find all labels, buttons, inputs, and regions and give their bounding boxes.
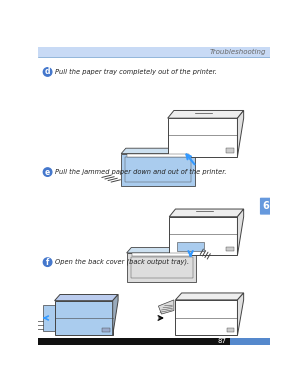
- Bar: [38, 338, 270, 345]
- Bar: [121, 154, 195, 186]
- Bar: [125, 158, 191, 182]
- Bar: [127, 253, 196, 282]
- Text: e: e: [45, 168, 50, 177]
- Bar: [230, 338, 270, 345]
- Text: Troubleshooting: Troubleshooting: [210, 49, 266, 55]
- Circle shape: [43, 168, 52, 176]
- Text: 87: 87: [218, 338, 226, 345]
- Text: f: f: [46, 258, 49, 267]
- Bar: [177, 242, 204, 251]
- Bar: [169, 217, 238, 255]
- Bar: [132, 253, 191, 256]
- Polygon shape: [168, 111, 244, 118]
- Bar: [168, 118, 238, 157]
- Polygon shape: [238, 293, 244, 335]
- Polygon shape: [238, 209, 244, 255]
- Text: Open the back cover (back output tray).: Open the back cover (back output tray).: [55, 259, 189, 265]
- Bar: [226, 247, 234, 251]
- Bar: [226, 148, 234, 153]
- Bar: [55, 301, 113, 335]
- Polygon shape: [113, 294, 118, 335]
- FancyBboxPatch shape: [260, 198, 271, 215]
- Polygon shape: [127, 248, 201, 253]
- Polygon shape: [158, 300, 174, 314]
- Circle shape: [43, 258, 52, 267]
- Text: 6: 6: [262, 201, 269, 211]
- Polygon shape: [238, 111, 244, 157]
- Polygon shape: [176, 293, 244, 300]
- Bar: [226, 327, 234, 332]
- Polygon shape: [169, 209, 244, 217]
- Bar: [130, 257, 193, 278]
- Bar: [176, 300, 238, 335]
- Circle shape: [43, 68, 52, 76]
- Bar: [102, 327, 110, 332]
- Bar: [127, 154, 189, 157]
- Bar: [43, 305, 55, 331]
- Text: Pull the paper tray completely out of the printer.: Pull the paper tray completely out of th…: [55, 69, 216, 75]
- Bar: [38, 47, 270, 57]
- Polygon shape: [121, 148, 200, 154]
- Text: Pull the jammed paper down and out of the printer.: Pull the jammed paper down and out of th…: [55, 169, 226, 175]
- Text: d: d: [45, 68, 50, 76]
- Polygon shape: [55, 294, 118, 301]
